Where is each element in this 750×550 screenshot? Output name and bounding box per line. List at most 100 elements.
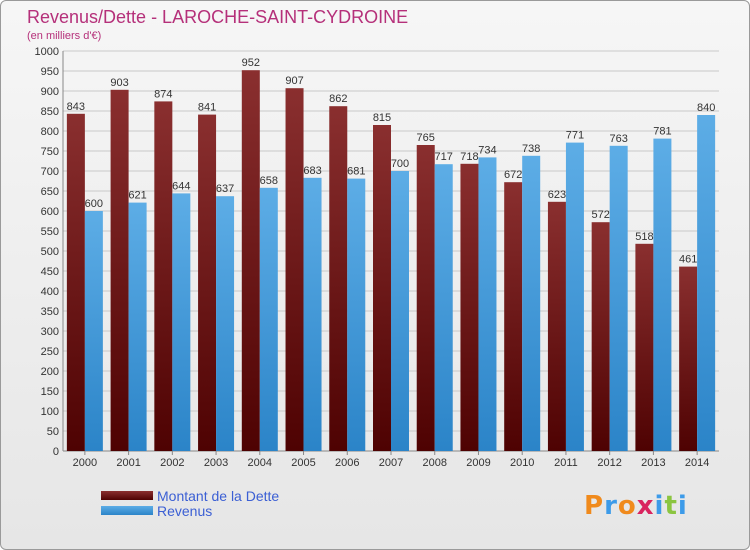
bar-revenus [391, 171, 409, 451]
bar-debt [547, 201, 566, 451]
bar-debt [460, 163, 479, 452]
bar-revenus [303, 177, 322, 452]
x-tick-label: 2006 [335, 457, 359, 469]
y-tick-label: 600 [41, 206, 59, 218]
y-tick-label: 650 [41, 186, 59, 198]
x-tick-label: 2011 [554, 457, 578, 469]
data-label-revenus: 644 [172, 180, 190, 192]
data-label-debt: 718 [460, 151, 478, 163]
proxiti-logo: Proxiti [584, 491, 688, 521]
data-label-debt: 843 [67, 101, 85, 113]
y-tick-label: 950 [41, 66, 59, 78]
data-label-debt: 907 [285, 75, 303, 87]
data-label-debt: 862 [329, 93, 347, 105]
bars: 843 600 903 621 874 644 841 637 952 658 907 683 862 6… [66, 57, 716, 452]
bar-debt [329, 106, 348, 451]
data-label-revenus: 700 [391, 158, 409, 170]
bar-revenus [347, 178, 366, 451]
data-label-revenus: 738 [522, 143, 540, 155]
data-label-revenus: 840 [697, 102, 715, 114]
y-tick-label: 900 [41, 86, 59, 98]
data-label-debt: 874 [154, 88, 172, 100]
bar-revenus [697, 115, 716, 451]
bar-revenus [609, 145, 628, 452]
bar-debt [679, 266, 698, 451]
x-tick-label: 2007 [379, 457, 403, 469]
bar-revenus [653, 138, 672, 451]
data-label-debt: 765 [417, 132, 435, 144]
bar-debt [241, 70, 260, 451]
bar-revenus [259, 187, 278, 452]
data-label-debt: 841 [198, 102, 216, 114]
data-label-revenus: 637 [216, 183, 234, 195]
bar-revenus [565, 142, 584, 451]
bar-revenus [478, 157, 497, 451]
y-tick-label: 50 [47, 426, 59, 438]
bar-revenus [434, 164, 453, 451]
x-tick-label: 2003 [204, 457, 228, 469]
x-tick-label: 2001 [116, 457, 140, 469]
y-tick-label: 750 [41, 146, 59, 158]
data-label-revenus: 621 [128, 190, 146, 202]
bar-revenus [216, 196, 235, 451]
y-tick-label: 150 [41, 386, 59, 398]
chart-title: Revenus/Dette - LAROCHE-SAINT-CYDROINE [27, 7, 409, 27]
data-label-revenus: 734 [478, 144, 496, 156]
data-label-revenus: 683 [303, 165, 321, 177]
x-tick-label: 2002 [160, 457, 184, 469]
data-label-revenus: 763 [609, 133, 627, 145]
y-tick-label: 500 [41, 246, 59, 258]
data-label-debt: 518 [635, 231, 653, 243]
bar-debt [635, 243, 654, 451]
legend-item-revenus: Revenus [101, 502, 279, 519]
data-label-debt: 815 [373, 112, 391, 124]
data-label-debt: 623 [548, 189, 566, 201]
y-tick-label: 1000 [35, 46, 59, 58]
data-label-debt: 903 [110, 77, 128, 89]
y-tick-label: 550 [41, 226, 59, 238]
legend-item-debt: Montant de la Dette [101, 488, 279, 504]
bar-revenus [84, 211, 103, 451]
y-tick-label: 200 [41, 366, 59, 378]
data-label-debt: 952 [242, 57, 260, 69]
bar-debt [373, 125, 391, 451]
legend-label-revenus: Revenus [157, 502, 213, 519]
data-label-revenus: 681 [347, 166, 365, 178]
x-tick-label: 2000 [73, 457, 97, 469]
bar-debt [110, 89, 129, 452]
bar-debt [198, 114, 217, 451]
bar-debt [285, 88, 304, 451]
x-axis: 2000 2001 2002 2003 2004 2005 2006 2007 2008 2009… [73, 451, 709, 469]
x-tick-label: 2004 [248, 457, 272, 469]
y-tick-label: 0 [53, 446, 59, 458]
data-label-revenus: 781 [653, 126, 671, 138]
bar-debt [66, 113, 85, 452]
x-tick-label: 2010 [510, 457, 534, 469]
y-tick-label: 800 [41, 126, 59, 138]
y-tick-label: 250 [41, 346, 59, 358]
data-label-debt: 461 [679, 254, 697, 266]
legend-swatch-debt [101, 491, 153, 500]
y-tick-label: 850 [41, 106, 59, 118]
data-label-revenus: 600 [85, 198, 103, 210]
data-label-revenus: 717 [435, 151, 453, 163]
y-tick-label: 450 [41, 266, 59, 278]
y-tick-label: 300 [41, 326, 59, 338]
y-tick-label: 700 [41, 166, 59, 178]
bar-revenus [128, 202, 147, 451]
y-tick-label: 100 [41, 406, 59, 418]
bar-debt [591, 222, 610, 451]
data-label-debt: 672 [504, 169, 522, 181]
data-label-revenus: 658 [260, 175, 278, 187]
chart-subtitle: (en milliers d'€) [27, 30, 102, 42]
bar-debt [416, 145, 435, 451]
x-tick-label: 2009 [466, 457, 490, 469]
x-tick-label: 2008 [422, 457, 446, 469]
bar-debt [504, 182, 523, 451]
y-tick-label: 350 [41, 306, 59, 318]
bar-debt [154, 101, 173, 452]
x-tick-label: 2012 [597, 457, 621, 469]
y-tick-label: 400 [41, 286, 59, 298]
